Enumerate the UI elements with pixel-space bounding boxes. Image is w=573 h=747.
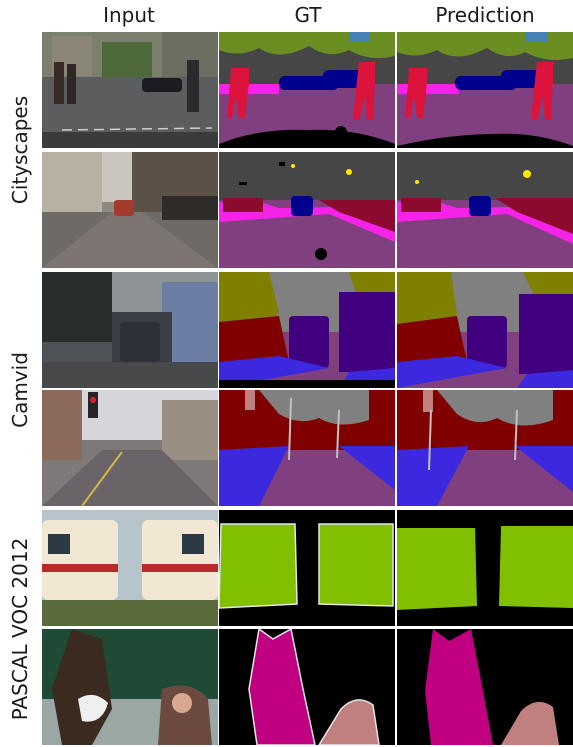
cityscapes-1-prediction-segmentation [397,32,573,148]
column-header-gt: GT [294,3,322,27]
camvid-2-input-image [42,390,218,506]
voc-2-gt-segmentation [219,629,395,745]
cityscapes-2-prediction-segmentation [397,152,573,268]
cityscapes-2-input-image [42,152,218,268]
voc-1-input-image [42,510,218,626]
voc-2-input-image [42,629,218,745]
camvid-1-prediction-segmentation [397,272,573,388]
camvid-1-gt-segmentation [219,272,395,388]
cityscapes-1-input-image [42,32,218,148]
column-header-prediction: Prediction [435,3,535,27]
cityscapes-2-gt-segmentation [219,152,395,268]
row-header-cityscapes-label: Cityscapes [8,95,32,205]
voc-1-prediction-segmentation [397,510,573,626]
camvid-2-prediction-segmentation [397,390,573,506]
row-header-pascal-voc: PASCAL VOC 2012 [0,510,40,747]
row-header-cityscapes: Cityscapes [0,32,40,268]
row-header-camvid-label: Camvid [8,352,32,428]
row-header-camvid: Camvid [0,272,40,508]
column-header-input: Input [103,3,155,27]
row-header-pascal-voc-label: PASCAL VOC 2012 [8,537,32,720]
voc-2-prediction-segmentation [397,629,573,745]
voc-1-gt-segmentation [219,510,395,626]
cityscapes-1-gt-segmentation [219,32,395,148]
camvid-2-gt-segmentation [219,390,395,506]
camvid-1-input-image [42,272,218,388]
